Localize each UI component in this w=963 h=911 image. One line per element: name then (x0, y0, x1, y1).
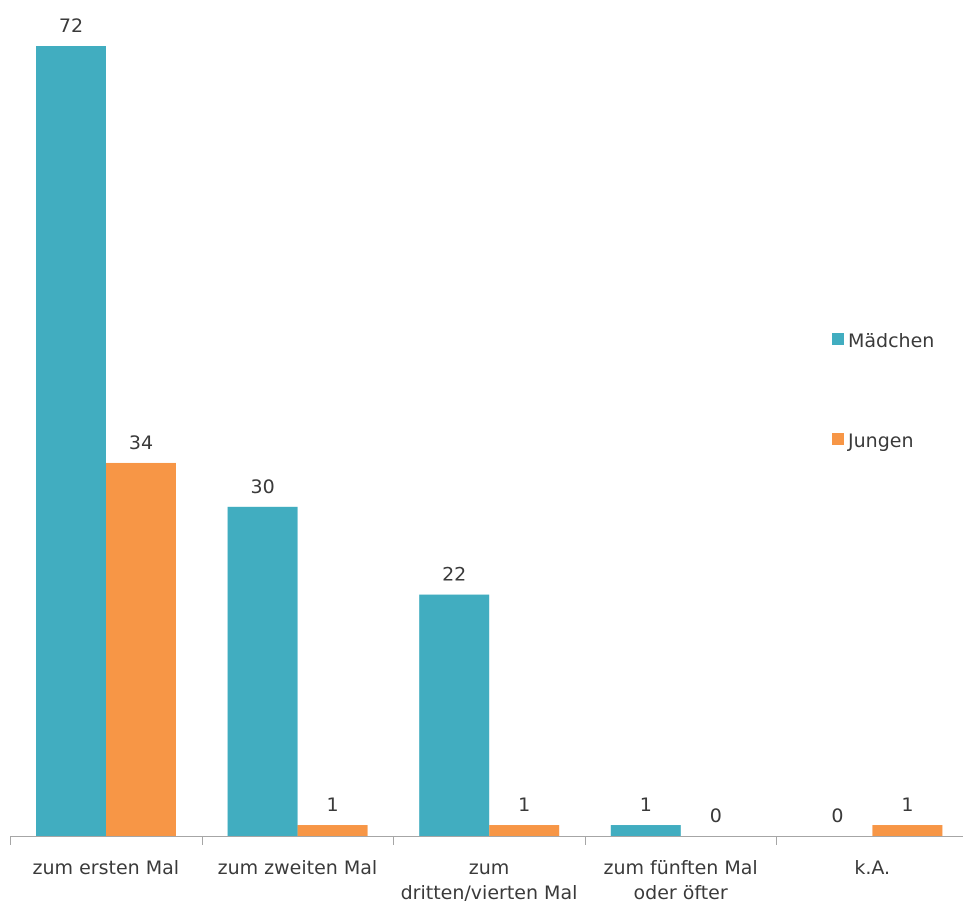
x-tick-label: dritten/vierten Mal (401, 882, 578, 904)
x-tick-label: zum fünften Mal (603, 857, 757, 879)
value-label: 22 (442, 564, 466, 586)
value-label: 0 (710, 805, 722, 827)
bars-layer (36, 46, 943, 836)
value-label: 72 (59, 15, 83, 37)
bar-mädchen-3 (610, 825, 681, 836)
value-label: 1 (901, 794, 913, 816)
x-tick-label: oder öfter (634, 882, 728, 904)
value-label: 0 (831, 805, 843, 827)
bar-jungen-0 (106, 462, 176, 836)
bar-mädchen-2 (419, 594, 490, 836)
bar-jungen-4 (872, 825, 943, 836)
bar-mädchen-0 (36, 46, 106, 836)
bar-jungen-1 (297, 825, 368, 836)
legend-swatch-mädchen (832, 333, 844, 345)
value-label: 1 (518, 794, 530, 816)
x-tick-label: zum (469, 857, 510, 879)
value-label: 30 (251, 476, 275, 498)
value-label: 34 (129, 432, 153, 454)
legend-label: Mädchen (848, 330, 934, 352)
value-label: 1 (640, 794, 652, 816)
legend-label: Jungen (847, 430, 913, 452)
legend: Mädchen Jungen (832, 330, 934, 452)
value-label: 1 (327, 794, 339, 816)
bar-mädchen-1 (227, 506, 298, 836)
x-tick-label: zum ersten Mal (33, 857, 180, 879)
x-tick-label: k.A. (854, 857, 890, 879)
x-tick-label: zum zweiten Mal (218, 857, 378, 879)
x-tick-labels: zum ersten Mal zum zweiten Mal zum dritten/… (33, 857, 891, 904)
bar-jungen-2 (489, 825, 560, 836)
legend-swatch-jungen (832, 433, 844, 445)
x-axis (10, 836, 963, 845)
